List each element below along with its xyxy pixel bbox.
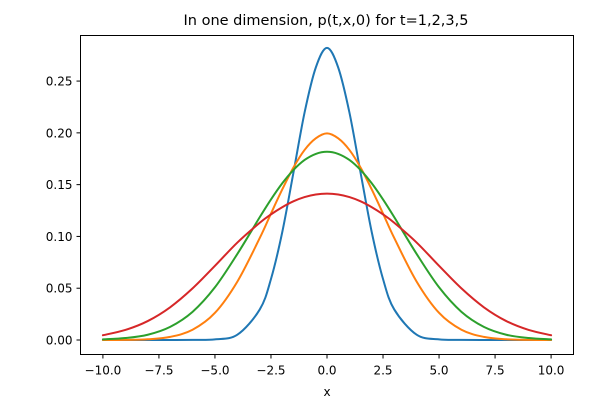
x-axis: −10.0 −7.5 −5.0 −2.5 0.0 2.5 5.0 7.5 10.0 <box>85 354 565 378</box>
y-tick-label: 0.15 <box>46 178 73 192</box>
series-line-4 <box>101 192 553 337</box>
series-line-1 <box>101 46 553 342</box>
x-tick-label: 0.0 <box>317 364 336 378</box>
x-tick-label: 2.5 <box>373 364 392 378</box>
y-tick-label: 0.25 <box>46 75 73 89</box>
y-tick-label: 0.00 <box>46 334 73 348</box>
x-tick-label: 7.5 <box>486 364 505 378</box>
x-tick-label: −10.0 <box>85 364 122 378</box>
x-tick-label: −7.5 <box>144 364 173 378</box>
chart-title: In one dimension, p(t,x,0) for t=1,2,3,5 <box>184 13 469 29</box>
y-tick-label: 0.20 <box>46 126 73 140</box>
y-tick-label: 0.10 <box>46 230 73 244</box>
plot-frame <box>80 35 574 355</box>
series-line-2 <box>101 132 553 341</box>
series-layer <box>101 46 553 342</box>
x-tick-label: −5.0 <box>200 364 229 378</box>
x-tick-label: 5.0 <box>429 364 448 378</box>
x-tick-label: −2.5 <box>256 364 285 378</box>
series-line-3 <box>101 150 553 341</box>
x-axis-label: x <box>323 385 330 399</box>
y-tick-label: 0.05 <box>46 282 73 296</box>
x-tick-label: 10.0 <box>538 364 565 378</box>
y-axis: 0.00 0.05 0.10 0.15 0.20 0.25 <box>46 75 81 348</box>
